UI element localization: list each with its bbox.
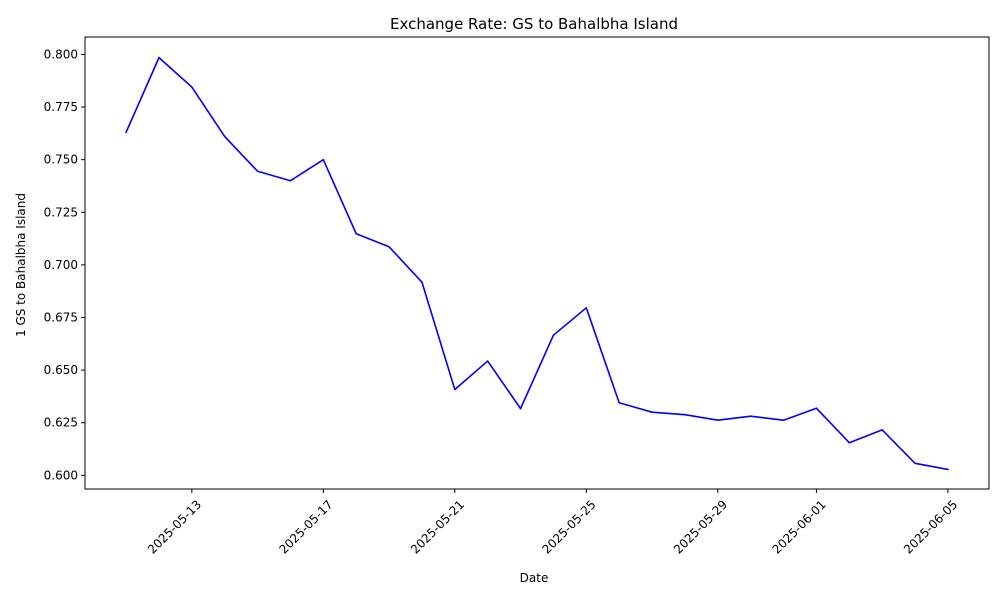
data-point (717, 419, 719, 421)
x-axis-title: Date (520, 571, 549, 585)
data-point (782, 419, 785, 421)
y-tick-label: 0.725 (44, 205, 78, 219)
data-point (289, 179, 292, 182)
chart-title: Exchange Rate: GS to Bahalbha Island (390, 15, 678, 33)
data-point (454, 388, 456, 391)
data-point (125, 131, 127, 134)
data-point (519, 407, 522, 410)
y-tick-label: 0.700 (44, 258, 78, 272)
data-point (848, 441, 851, 444)
y-tick-label: 0.750 (44, 153, 78, 167)
series-line (125, 56, 949, 471)
data-point (322, 158, 325, 161)
data-point (486, 360, 489, 362)
data-point (618, 401, 620, 404)
y-tick-label: 0.675 (44, 311, 78, 325)
data-point (191, 86, 193, 88)
data-point (158, 56, 160, 59)
data-point (881, 429, 883, 431)
data-point (947, 468, 949, 471)
data-point (256, 170, 259, 173)
data-point (651, 411, 653, 413)
y-tick-label: 0.775 (44, 100, 78, 114)
data-point (585, 307, 588, 309)
plot-frame (84, 36, 990, 490)
data-point (223, 135, 226, 138)
data-point (749, 415, 752, 417)
data-point (388, 246, 390, 248)
data-point (684, 413, 686, 416)
y-tick-label: 0.600 (44, 468, 78, 482)
y-tick-label: 0.650 (44, 363, 78, 377)
series-layer (125, 56, 949, 471)
y-tick-label: 0.800 (44, 47, 78, 61)
data-point (815, 407, 818, 410)
y-axis-title: 1 GS to Bahalbha Island (14, 193, 28, 337)
data-point (421, 281, 423, 283)
data-point (355, 232, 358, 235)
data-point (552, 334, 555, 336)
y-axis-ticks: 0.600 0.625 0.650 0.675 0.700 0.725 0.750 0.775… (44, 47, 85, 482)
data-point (914, 462, 916, 465)
y-tick-label: 0.625 (44, 416, 78, 430)
